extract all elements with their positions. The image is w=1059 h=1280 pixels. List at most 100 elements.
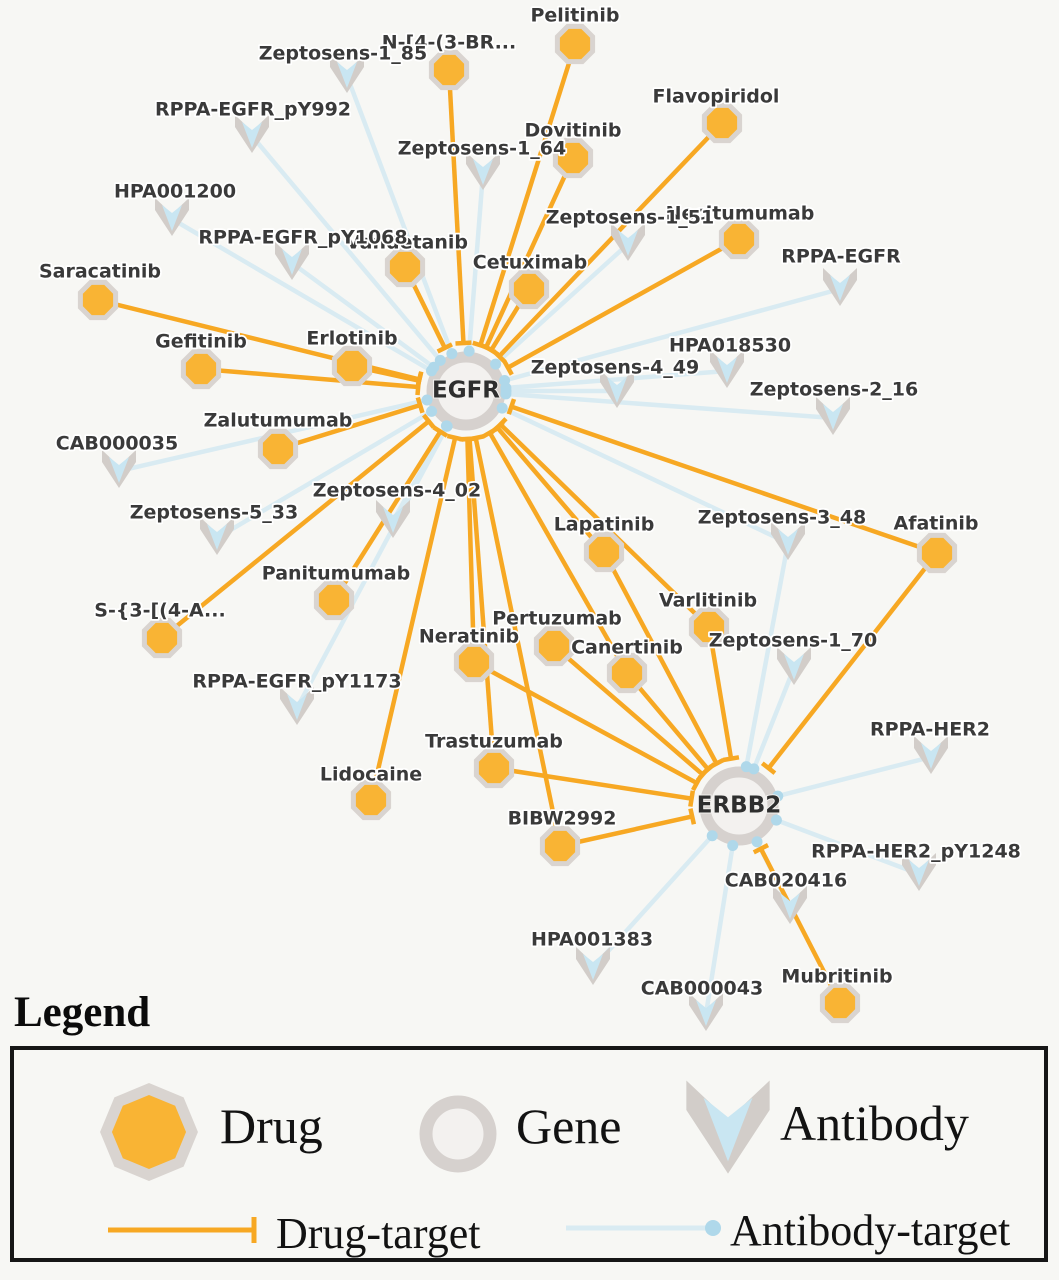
- label-afatinib: Afatinib: [893, 513, 978, 535]
- edge-end-zeptosens-1-64-egfr: [463, 345, 475, 357]
- antibody-marker-cab020416: [780, 893, 800, 919]
- label-necitumumab: Necitumumab: [666, 203, 815, 225]
- edge-end-afatinib-erbb2: [760, 761, 777, 775]
- label-gefitinib: Gefitinib: [155, 331, 247, 353]
- edge-end-necitumumab-egfr: [502, 359, 514, 376]
- edge-zeptosens-1-51-egfr: [494, 242, 630, 366]
- legend-label-drug: Drug: [220, 1098, 323, 1154]
- label-rppa-egfr-py1068: RPPA-EGFR_pY1068: [198, 227, 407, 249]
- edge-pelitinib-egfr: [478, 43, 578, 346]
- label-flavopiridol: Flavopiridol: [653, 86, 780, 108]
- label-rppa-her2-py1248: RPPA-HER2_pY1248: [811, 841, 1021, 863]
- gene-node-erbb2[interactable]: [699, 766, 779, 846]
- edge-end-varlitinib-erbb2: [722, 755, 740, 763]
- antibody-chevron-inner: [703, 1097, 753, 1162]
- drug-node-trastuzumab[interactable]: [473, 747, 515, 789]
- drug-node-pertuzumab[interactable]: [533, 625, 575, 667]
- label-erbb2: ERBB2: [697, 793, 782, 819]
- edge-end-cetuximab-egfr: [483, 344, 500, 357]
- edge-zeptosens-5-33-egfr: [215, 409, 433, 540]
- drug-node-varlitinib[interactable]: [688, 606, 730, 648]
- edge-end-lidocaine-egfr: [446, 433, 464, 442]
- drug-node-gefitinib[interactable]: [180, 348, 222, 390]
- label-zeptosens-5-33: Zeptosens-5_33: [130, 502, 298, 524]
- drug-node-dovitinib[interactable]: [552, 137, 594, 179]
- edge-end-zeptosens-5-33-egfr: [426, 405, 438, 417]
- edge-end-rppa-egfr-py1068-egfr: [428, 361, 440, 373]
- label-zeptosens-3-48: Zeptosens-3_48: [698, 507, 866, 529]
- gene-node-egfr[interactable]: [426, 351, 506, 431]
- drug-node-pelitinib[interactable]: [554, 23, 596, 65]
- edge-zeptosens-2-16-egfr: [505, 391, 834, 421]
- edge-rppa-egfr-egfr: [503, 286, 841, 383]
- antibody-marker-cab000035: [109, 457, 129, 483]
- label-mubritinib: Mubritinib: [781, 966, 892, 988]
- label-bibw2992: BIBW2992: [508, 808, 617, 830]
- drug-node-bibw2992[interactable]: [539, 825, 581, 867]
- label-pelitinib: Pelitinib: [530, 5, 619, 27]
- drug-node-saracatinib[interactable]: [77, 279, 119, 321]
- drug-node-afatinib[interactable]: [916, 532, 958, 574]
- drug-node-icon: [100, 1083, 198, 1181]
- antibody-node-icon: [686, 1080, 770, 1174]
- edge-dovitinib-egfr: [483, 157, 576, 349]
- edge-rppa-her2-erbb2: [777, 754, 932, 799]
- edge-zeptosens-3-48-erbb2: [744, 542, 791, 768]
- drug-node-cetuximab[interactable]: [508, 268, 550, 310]
- drug-node-erlotinib[interactable]: [331, 345, 373, 387]
- edge-rppa-egfr-py1068-egfr: [290, 261, 436, 370]
- drug-node-necitumumab[interactable]: [718, 218, 760, 260]
- label-neratinib: Neratinib: [419, 626, 519, 648]
- label-cetuximab: Cetuximab: [473, 252, 587, 274]
- label-cab020416: CAB020416: [725, 870, 847, 892]
- drug-node-neratinib[interactable]: [453, 641, 495, 683]
- drug-node-canertinib[interactable]: [606, 652, 648, 694]
- drug-node-panitumumab[interactable]: [313, 579, 355, 621]
- edge-end-rppa-egfr-py1173-egfr: [441, 420, 453, 432]
- edge-cab000043-erbb2: [703, 845, 735, 1015]
- edge-end-hpa001383-erbb2: [706, 830, 718, 842]
- edge-end-rppa-her2-erbb2: [772, 790, 784, 802]
- edge-zalutumumab-egfr: [277, 403, 421, 452]
- label-zeptosens-4-49: Zeptosens-4_49: [531, 357, 699, 379]
- label-canertinib: Canertinib: [571, 637, 683, 659]
- edge-gefitinib-egfr: [200, 366, 419, 390]
- label-saracatinib: Saracatinib: [39, 261, 161, 283]
- edge-end-zeptosens-3-48-erbb2: [740, 761, 752, 773]
- edge-end-bibw2992-egfr: [467, 434, 485, 442]
- edge-end-erlotinib-egfr: [415, 372, 424, 390]
- drug-node-mubritinib[interactable]: [819, 982, 861, 1024]
- drug-node-vandetanib[interactable]: [384, 246, 426, 288]
- drug-node-s-3-4-a[interactable]: [141, 617, 183, 659]
- label-n-4-3-br: N-[4-(3-BR...: [382, 32, 516, 54]
- drug-node-n-4-3-br[interactable]: [428, 49, 470, 91]
- antibody-marker-hpa001383: [583, 954, 603, 980]
- antibody-marker-rppa-egfr-py992: [242, 122, 262, 148]
- label-s-3-4-a: S-{3-[(4-A...: [94, 600, 225, 622]
- antibody-target-edge-icon: [566, 1220, 721, 1236]
- label-varlitinib: Varlitinib: [659, 590, 757, 612]
- label-zeptosens-1-85: Zeptosens-1_85: [259, 43, 427, 65]
- label-rppa-egfr: RPPA-EGFR: [781, 246, 901, 268]
- edge-end-cab000035-egfr: [421, 394, 433, 406]
- edge-end-panitumumab-egfr: [432, 425, 449, 438]
- drug-node-lidocaine[interactable]: [350, 779, 392, 821]
- edge-end-zeptosens-3-48-egfr: [496, 402, 508, 414]
- edge-end-zeptosens-1-51-egfr: [490, 358, 502, 370]
- label-vandetanib: Vandetanib: [346, 232, 468, 254]
- edge-end-afatinib-egfr: [506, 398, 517, 415]
- edge-lapatinib-egfr: [495, 425, 606, 554]
- legend-label-antibody: Antibody: [780, 1095, 969, 1151]
- antibody-marker-hpa001200: [162, 205, 182, 231]
- edge-pertuzumab-erbb2: [552, 644, 705, 777]
- drug-node-lapatinib[interactable]: [583, 531, 625, 573]
- edge-end-rppa-egfr-py992-egfr: [434, 354, 446, 366]
- label-cab000043: CAB000043: [641, 978, 763, 1000]
- gene-circle-shape: [419, 1095, 497, 1173]
- edge-varlitinib-egfr: [498, 422, 711, 629]
- label-zeptosens-1-51: Zeptosens-1_51: [546, 207, 714, 229]
- label-zeptosens-4-02: Zeptosens-4_02: [313, 480, 481, 502]
- drug-node-flavopiridol[interactable]: [701, 102, 743, 144]
- drug-node-zalutumumab[interactable]: [257, 428, 299, 470]
- edge-end-s-3-4-a-egfr: [421, 413, 436, 429]
